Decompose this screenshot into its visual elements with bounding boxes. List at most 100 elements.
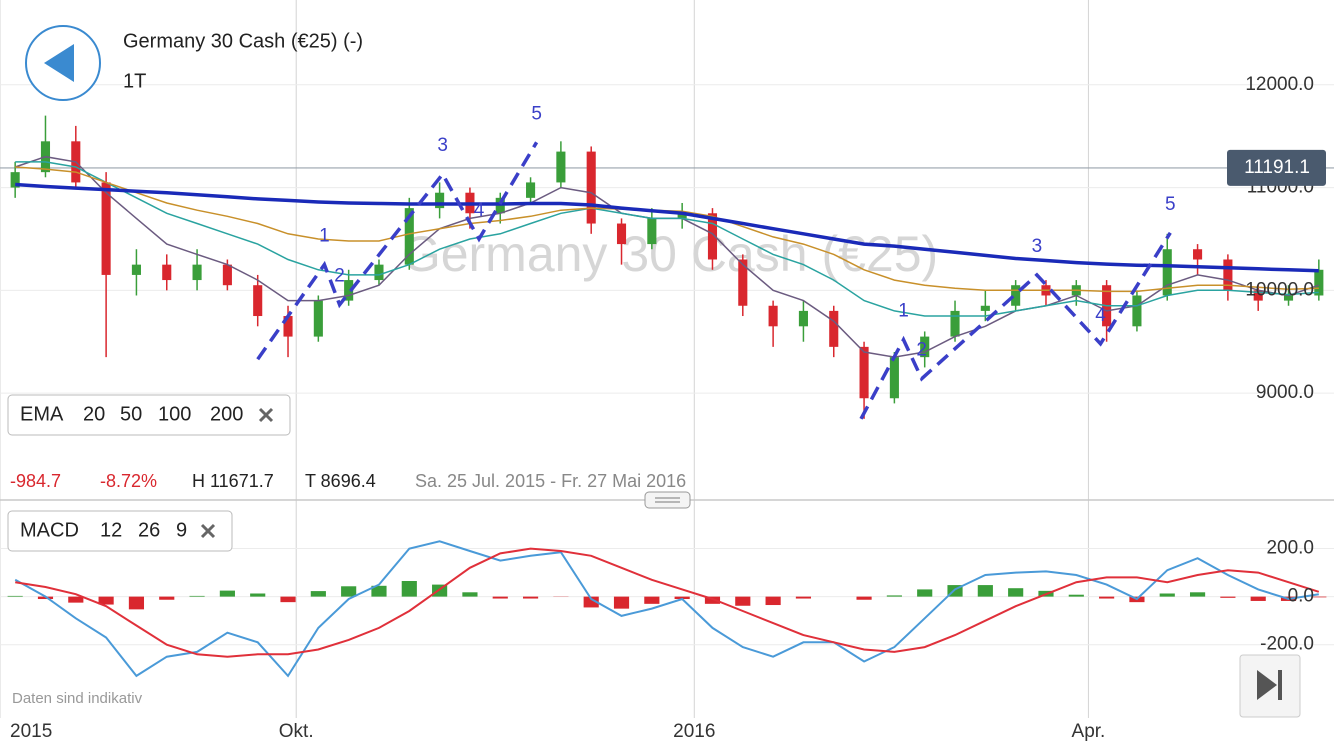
histogram-bar bbox=[280, 596, 296, 603]
candle-body bbox=[980, 305, 990, 311]
jump-to-end-button[interactable] bbox=[1239, 654, 1301, 718]
overlay-layer: Germany 30 Cash (€25) (-) 1T -984.7 -8.7… bbox=[0, 25, 1334, 742]
remove-indicator[interactable] bbox=[258, 407, 274, 423]
candle-body bbox=[1223, 259, 1233, 291]
candle-body bbox=[222, 264, 232, 286]
candle-body bbox=[586, 151, 596, 224]
wave-label: 3 bbox=[437, 135, 448, 156]
histogram-bar bbox=[613, 596, 630, 609]
wave-label: 4 bbox=[474, 200, 485, 221]
candle-body bbox=[798, 310, 808, 327]
wave-label: 5 bbox=[1165, 194, 1176, 215]
candle-body bbox=[162, 264, 172, 281]
histogram-bar bbox=[1189, 592, 1206, 597]
candle-body bbox=[677, 213, 687, 219]
histogram-bar bbox=[1099, 596, 1115, 599]
macd-line bbox=[15, 547, 1320, 658]
macd-param: 26 bbox=[138, 519, 160, 541]
candle-body bbox=[131, 264, 141, 275]
legend-entry: 100 bbox=[158, 403, 191, 425]
histogram-bar bbox=[189, 595, 205, 597]
candle-body bbox=[344, 280, 354, 301]
histogram-bar bbox=[341, 586, 357, 597]
candle-body bbox=[1162, 249, 1172, 296]
legend-title: MACD bbox=[20, 519, 79, 541]
wave-label: 1 bbox=[319, 226, 330, 247]
histogram-bar bbox=[583, 596, 599, 608]
candle-body bbox=[707, 213, 718, 260]
histogram-bar bbox=[159, 596, 175, 600]
legend-entry: 20 bbox=[83, 403, 105, 425]
candle-body bbox=[647, 218, 657, 245]
histogram-bar bbox=[1220, 596, 1236, 598]
back-button[interactable] bbox=[25, 25, 101, 101]
candle-body bbox=[404, 208, 414, 265]
histogram-bar bbox=[1068, 594, 1084, 597]
histogram-bar bbox=[37, 596, 54, 600]
histogram-bar bbox=[250, 593, 266, 597]
x-tick-label: Okt. bbox=[279, 721, 314, 742]
histogram-bar bbox=[68, 596, 84, 603]
y-tick-label: -200.0 bbox=[1260, 634, 1314, 655]
histogram-bar bbox=[856, 596, 872, 600]
candle-body bbox=[768, 305, 778, 327]
wave-label: 4 bbox=[1095, 305, 1106, 326]
candle-body bbox=[920, 336, 930, 358]
y-tick-label: 12000.0 bbox=[1245, 74, 1314, 95]
histogram-bar bbox=[462, 592, 478, 597]
candle-body bbox=[859, 346, 869, 399]
histogram-bar bbox=[1159, 593, 1175, 597]
histogram-bar bbox=[886, 595, 902, 597]
histogram-bar bbox=[795, 596, 812, 599]
macd-legend: MACD 12 26 9 bbox=[7, 510, 233, 552]
candle-body bbox=[1132, 295, 1142, 327]
disclaimer: Daten sind indikativ bbox=[12, 690, 143, 707]
remove-indicator[interactable] bbox=[200, 523, 216, 539]
candle-body bbox=[1283, 295, 1294, 301]
candle-body bbox=[889, 357, 899, 399]
y-tick-label: 10000.0 bbox=[1245, 279, 1314, 300]
histogram-bar bbox=[98, 596, 114, 605]
histogram-bar bbox=[1250, 596, 1266, 601]
legend-box bbox=[7, 510, 233, 552]
change-percent: -8.72% bbox=[100, 471, 157, 491]
histogram-bar bbox=[947, 585, 963, 597]
candle-body bbox=[253, 285, 263, 317]
candle-body bbox=[738, 259, 748, 306]
candle-body bbox=[526, 182, 536, 198]
date-range: Sa. 25 Jul. 2015 - Fr. 27 Mai 2016 bbox=[415, 471, 686, 491]
candle-body bbox=[283, 316, 293, 337]
x-tick-label: 2016 bbox=[673, 721, 715, 742]
macd-line bbox=[14, 540, 1319, 678]
histogram-bar bbox=[674, 596, 690, 600]
histogram-bar bbox=[765, 596, 781, 606]
histogram-bar bbox=[128, 596, 145, 610]
last-price-label: 11191.1 bbox=[1244, 157, 1310, 178]
histogram-bar bbox=[1311, 596, 1327, 598]
candle-body bbox=[10, 172, 20, 188]
ema-legend: EMA 20 50 100 200 bbox=[7, 394, 291, 436]
instrument-title: Germany 30 Cash (€25) (-) bbox=[123, 30, 363, 52]
candle-body bbox=[1314, 269, 1324, 296]
legend-entry: 50 bbox=[120, 403, 142, 425]
x-tick-label: Apr. bbox=[1072, 721, 1106, 742]
wave-label: 5 bbox=[531, 103, 542, 124]
wave-label: 2 bbox=[916, 340, 927, 361]
y-tick-label: 9000.0 bbox=[1256, 382, 1314, 403]
interval: 1T bbox=[123, 70, 146, 92]
histogram-bar bbox=[371, 585, 387, 597]
candle-body bbox=[616, 223, 627, 245]
candle-body bbox=[192, 264, 202, 281]
wave-label: 1 bbox=[898, 301, 909, 322]
macd-param: 9 bbox=[176, 519, 187, 541]
histogram-bar bbox=[492, 596, 508, 599]
candle-body bbox=[435, 192, 445, 209]
candle-body bbox=[829, 310, 839, 347]
histogram-bar bbox=[644, 596, 660, 604]
x-tick-label: 2015 bbox=[10, 721, 52, 742]
ema-line bbox=[15, 161, 1319, 317]
resize-handle[interactable] bbox=[644, 491, 691, 509]
histogram-bar bbox=[7, 595, 23, 597]
